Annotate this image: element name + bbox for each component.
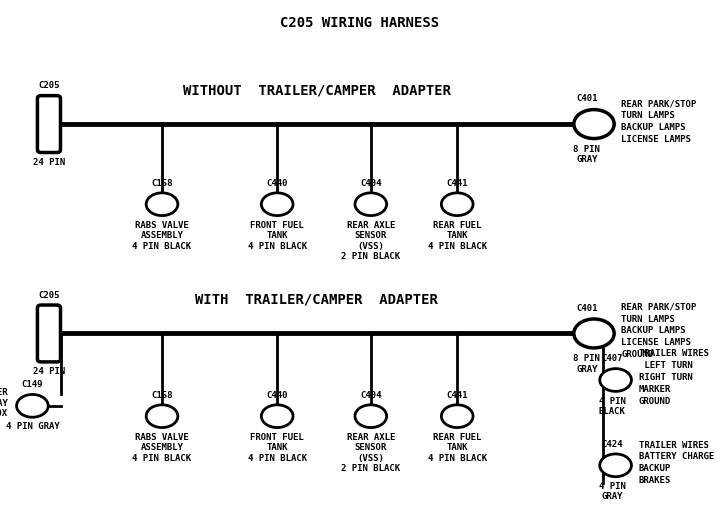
- Text: REAR PARK/STOP
TURN LAMPS
BACKUP LAMPS
LICENSE LAMPS: REAR PARK/STOP TURN LAMPS BACKUP LAMPS L…: [621, 99, 697, 144]
- Text: 24 PIN: 24 PIN: [33, 367, 65, 376]
- Text: TRAILER
RELAY
BOX: TRAILER RELAY BOX: [0, 388, 8, 418]
- Text: TRAILER WIRES
BATTERY CHARGE
BACKUP
BRAKES: TRAILER WIRES BATTERY CHARGE BACKUP BRAK…: [639, 440, 714, 485]
- Text: C158: C158: [151, 391, 173, 400]
- Text: TRAILER WIRES
 LEFT TURN
RIGHT TURN
MARKER
GROUND: TRAILER WIRES LEFT TURN RIGHT TURN MARKE…: [639, 349, 708, 405]
- Text: REAR AXLE
SENSOR
(VSS)
2 PIN BLACK: REAR AXLE SENSOR (VSS) 2 PIN BLACK: [341, 433, 400, 473]
- Circle shape: [261, 193, 293, 216]
- Text: 8 PIN
GRAY: 8 PIN GRAY: [573, 145, 600, 164]
- Text: 8 PIN
GRAY: 8 PIN GRAY: [573, 354, 600, 374]
- Text: 4 PIN GRAY: 4 PIN GRAY: [6, 422, 59, 431]
- Text: FRONT FUEL
TANK
4 PIN BLACK: FRONT FUEL TANK 4 PIN BLACK: [248, 221, 307, 251]
- Text: WITHOUT  TRAILER/CAMPER  ADAPTER: WITHOUT TRAILER/CAMPER ADAPTER: [183, 83, 451, 98]
- Circle shape: [261, 405, 293, 428]
- Text: RABS VALVE
ASSEMBLY
4 PIN BLACK: RABS VALVE ASSEMBLY 4 PIN BLACK: [132, 433, 192, 463]
- Text: C404: C404: [360, 179, 382, 188]
- Text: 4 PIN
BLACK: 4 PIN BLACK: [598, 397, 626, 416]
- Text: 24 PIN: 24 PIN: [33, 158, 65, 166]
- Text: REAR PARK/STOP
TURN LAMPS
BACKUP LAMPS
LICENSE LAMPS
GROUND: REAR PARK/STOP TURN LAMPS BACKUP LAMPS L…: [621, 303, 697, 359]
- Text: C205: C205: [38, 82, 60, 90]
- Text: FRONT FUEL
TANK
4 PIN BLACK: FRONT FUEL TANK 4 PIN BLACK: [248, 433, 307, 463]
- Text: 4 PIN
GRAY: 4 PIN GRAY: [598, 482, 626, 501]
- Circle shape: [600, 369, 631, 391]
- Text: C441: C441: [446, 391, 468, 400]
- Text: WITH  TRAILER/CAMPER  ADAPTER: WITH TRAILER/CAMPER ADAPTER: [195, 293, 438, 307]
- Circle shape: [441, 193, 473, 216]
- FancyBboxPatch shape: [37, 305, 60, 362]
- Circle shape: [17, 394, 48, 417]
- Circle shape: [355, 193, 387, 216]
- Text: REAR FUEL
TANK
4 PIN BLACK: REAR FUEL TANK 4 PIN BLACK: [428, 221, 487, 251]
- Text: C440: C440: [266, 179, 288, 188]
- Text: C205: C205: [38, 291, 60, 300]
- Text: C205 WIRING HARNESS: C205 WIRING HARNESS: [280, 16, 440, 31]
- Text: C404: C404: [360, 391, 382, 400]
- Text: C158: C158: [151, 179, 173, 188]
- Text: C424: C424: [601, 440, 623, 449]
- Text: C441: C441: [446, 179, 468, 188]
- Circle shape: [600, 454, 631, 477]
- Text: REAR FUEL
TANK
4 PIN BLACK: REAR FUEL TANK 4 PIN BLACK: [428, 433, 487, 463]
- Circle shape: [574, 319, 614, 348]
- Circle shape: [146, 193, 178, 216]
- Text: C401: C401: [576, 95, 598, 103]
- Text: C407: C407: [601, 355, 623, 363]
- Circle shape: [441, 405, 473, 428]
- Circle shape: [355, 405, 387, 428]
- Text: C149: C149: [22, 381, 43, 389]
- Text: C401: C401: [576, 304, 598, 313]
- FancyBboxPatch shape: [37, 96, 60, 153]
- Text: C440: C440: [266, 391, 288, 400]
- Circle shape: [574, 110, 614, 139]
- Text: REAR AXLE
SENSOR
(VSS)
2 PIN BLACK: REAR AXLE SENSOR (VSS) 2 PIN BLACK: [341, 221, 400, 261]
- Circle shape: [146, 405, 178, 428]
- Text: RABS VALVE
ASSEMBLY
4 PIN BLACK: RABS VALVE ASSEMBLY 4 PIN BLACK: [132, 221, 192, 251]
